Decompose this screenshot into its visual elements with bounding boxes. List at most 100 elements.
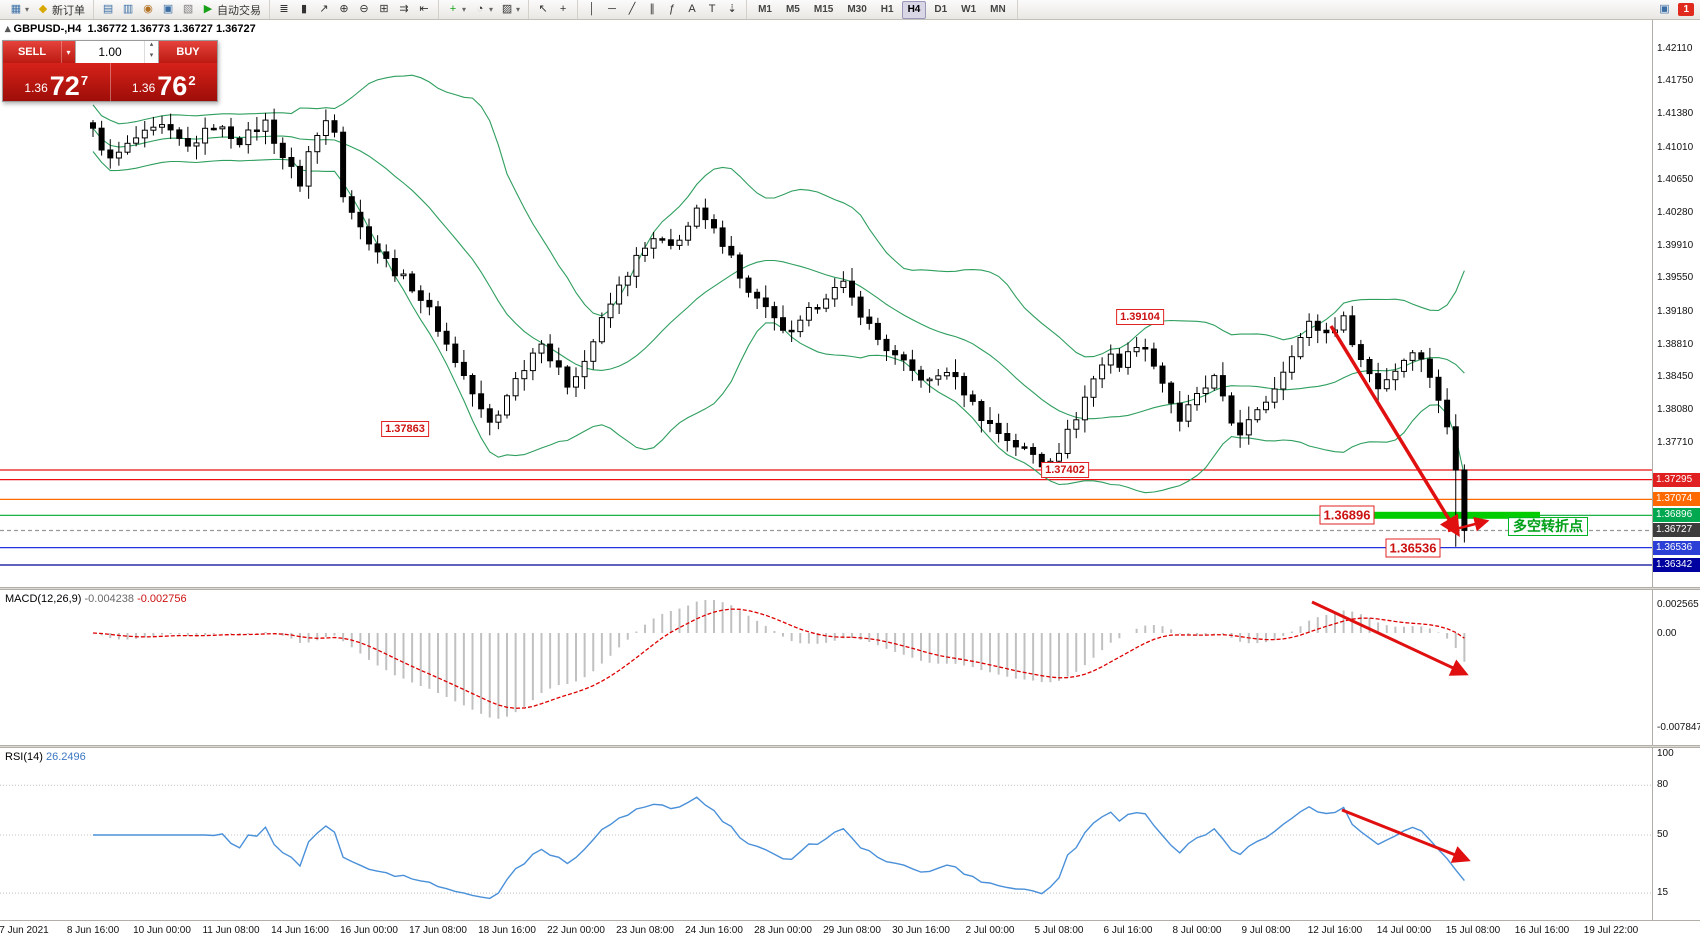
horizontal-line-button[interactable]: ─ [602, 0, 622, 19]
periods-button[interactable]: ◔ ▾ [470, 0, 497, 19]
price-annotation-label[interactable]: 1.36896 [1319, 505, 1375, 525]
price-tick: 1.41380 [1657, 108, 1694, 119]
text-button[interactable]: A [682, 0, 702, 19]
bar-chart-button[interactable]: ≣ [274, 0, 294, 19]
new-chart-dropdown-icon: ▾ [25, 5, 30, 14]
rsi-trend-arrow[interactable] [1341, 808, 1471, 863]
text-label-button[interactable]: T [702, 0, 722, 19]
price-annotation-label[interactable]: 1.37402 [1041, 462, 1089, 478]
timeframe-H4[interactable]: H4 [901, 0, 927, 19]
panel-splitter[interactable] [0, 745, 1700, 748]
rsi-axis-label: 50 [1657, 829, 1669, 840]
new-chart-button[interactable]: ▦ ▾ [6, 0, 33, 19]
toolbar-group-timeframes: M1 M5 M15 M30 H1 H4 D1 W1 MN [747, 0, 1018, 19]
turning-point-label: 多空转折点 [1508, 517, 1588, 536]
volume-up-arrow[interactable]: ▴ [149, 41, 154, 48]
tile-windows-button[interactable]: ⊞ [374, 0, 394, 19]
rsi-axis-label: 80 [1657, 779, 1669, 790]
volume-input[interactable] [76, 41, 144, 63]
zoom-in-button[interactable]: ⊕ [334, 0, 354, 19]
buy-button[interactable]: BUY [159, 41, 217, 63]
timeframe-D1[interactable]: D1 [934, 3, 948, 15]
price-annotation-label[interactable]: 1.39104 [1116, 309, 1164, 325]
buy-price-display[interactable]: 1.36 76 2 [110, 63, 217, 101]
arrows-button[interactable]: ⇣ [722, 0, 742, 19]
candlestick-chart-button[interactable]: ▮ [294, 0, 314, 19]
macd-axis-label: 0.002565 [1657, 599, 1699, 610]
sell-price-display[interactable]: 1.36 72 7 [3, 63, 111, 101]
oct-collapse-icon[interactable]: ▴ [5, 23, 11, 35]
indicators-button[interactable]: + ▾ [443, 0, 470, 19]
new-order-button[interactable]: ◆ 新订单 [33, 0, 89, 19]
time-label: 7 Jun 2021 [0, 925, 49, 936]
text-label-icon: T [708, 3, 716, 15]
community-button[interactable]: ▣ [1654, 0, 1674, 19]
zoom-out-button[interactable]: ⊖ [354, 0, 374, 19]
rsi-axis-label: 15 [1657, 887, 1669, 898]
price-annotation-label[interactable]: 1.36536 [1385, 538, 1441, 558]
timeframe-M30[interactable]: M30 [847, 3, 867, 15]
horizontal-levels[interactable] [0, 469, 1652, 566]
toolbar-right: ▣ 1 [1654, 0, 1698, 19]
time-label: 16 Jun 00:00 [340, 925, 398, 936]
macd-trend-arrow[interactable] [1311, 600, 1469, 676]
sell-price-big: 72 [49, 71, 80, 101]
vertical-line-button[interactable]: │ [582, 0, 602, 19]
panel-splitter[interactable] [0, 587, 1700, 590]
strategy-tester-button[interactable]: ▧ [178, 0, 198, 19]
trendline-icon: ╱ [628, 3, 636, 15]
crosshair-button[interactable]: + [553, 0, 573, 19]
sell-button[interactable]: SELL [3, 41, 61, 63]
rsi-canvas[interactable] [0, 748, 1700, 920]
price-annotation-label[interactable]: 1.37863 [381, 421, 429, 437]
volume-down-arrow[interactable]: ▾ [149, 52, 154, 59]
price-badge: 1.37074 [1653, 492, 1700, 506]
time-label: 14 Jul 00:00 [1376, 925, 1432, 936]
price-tick: 1.38080 [1657, 404, 1694, 415]
timeframe-M15[interactable]: M15 [813, 3, 834, 15]
time-label: 15 Jul 08:00 [1445, 925, 1501, 936]
time-axis[interactable]: 7 Jun 2021 8 Jun 16:00 10 Jun 00:00 11 Jun … [0, 920, 1700, 942]
price-badge: 1.37295 [1653, 473, 1700, 487]
timeframe-H1[interactable]: H1 [880, 3, 894, 15]
timeframe-MN[interactable]: MN [990, 3, 1006, 15]
buy-price-sup: 2 [188, 73, 196, 88]
timeframe-M1[interactable]: M1 [758, 3, 772, 15]
price-tick: 1.41750 [1657, 75, 1694, 86]
macd-axis-label: -0.007847 [1657, 722, 1700, 733]
symbol-title: GBPUSD-,H4 [13, 23, 82, 35]
price-tick: 1.39180 [1657, 306, 1694, 317]
rsi-value: 26.2496 [45, 751, 86, 763]
data-window-button[interactable]: ▥ [118, 0, 138, 19]
navigator-icon: ◉ [143, 3, 153, 15]
time-label: 6 Jul 16:00 [1103, 925, 1153, 936]
market-watch-button[interactable]: ▤ [98, 0, 118, 19]
community-icon: ▣ [1659, 3, 1670, 15]
sell-price-sup: 7 [80, 73, 89, 88]
trend-arrows[interactable] [1329, 325, 1490, 537]
fibonacci-button[interactable]: ƒ [662, 0, 682, 19]
navigator-button[interactable]: ◉ [138, 0, 158, 19]
chart-canvas[interactable] [0, 20, 1700, 587]
timeframe-W1[interactable]: W1 [961, 3, 977, 15]
autotrading-button[interactable]: ▶ 自动交易 [198, 0, 265, 19]
time-label: 30 Jun 16:00 [892, 925, 950, 936]
trendline-button[interactable]: ╱ [622, 0, 642, 19]
terminal-button[interactable]: ▣ [158, 0, 178, 19]
order-options-dropdown[interactable]: ▾ [61, 41, 75, 63]
auto-scroll-button[interactable]: ⇉ [394, 0, 414, 19]
chart-shift-button[interactable]: ⇤ [414, 0, 434, 19]
timeframe-M5[interactable]: M5 [785, 3, 800, 15]
data-window-icon: ▥ [122, 3, 134, 15]
time-label: 9 Jul 08:00 [1241, 925, 1291, 936]
equidistant-channel-button[interactable]: ∥ [642, 0, 662, 19]
cursor-button[interactable]: ↖ [533, 0, 553, 19]
text-icon: A [688, 3, 696, 15]
macd-canvas[interactable] [0, 590, 1700, 745]
rsi-title: RSI(14) [5, 751, 43, 763]
line-chart-button[interactable]: ↗ [314, 0, 334, 19]
price-tick: 1.40280 [1657, 207, 1694, 218]
templates-button[interactable]: ▨ ▾ [497, 0, 524, 19]
